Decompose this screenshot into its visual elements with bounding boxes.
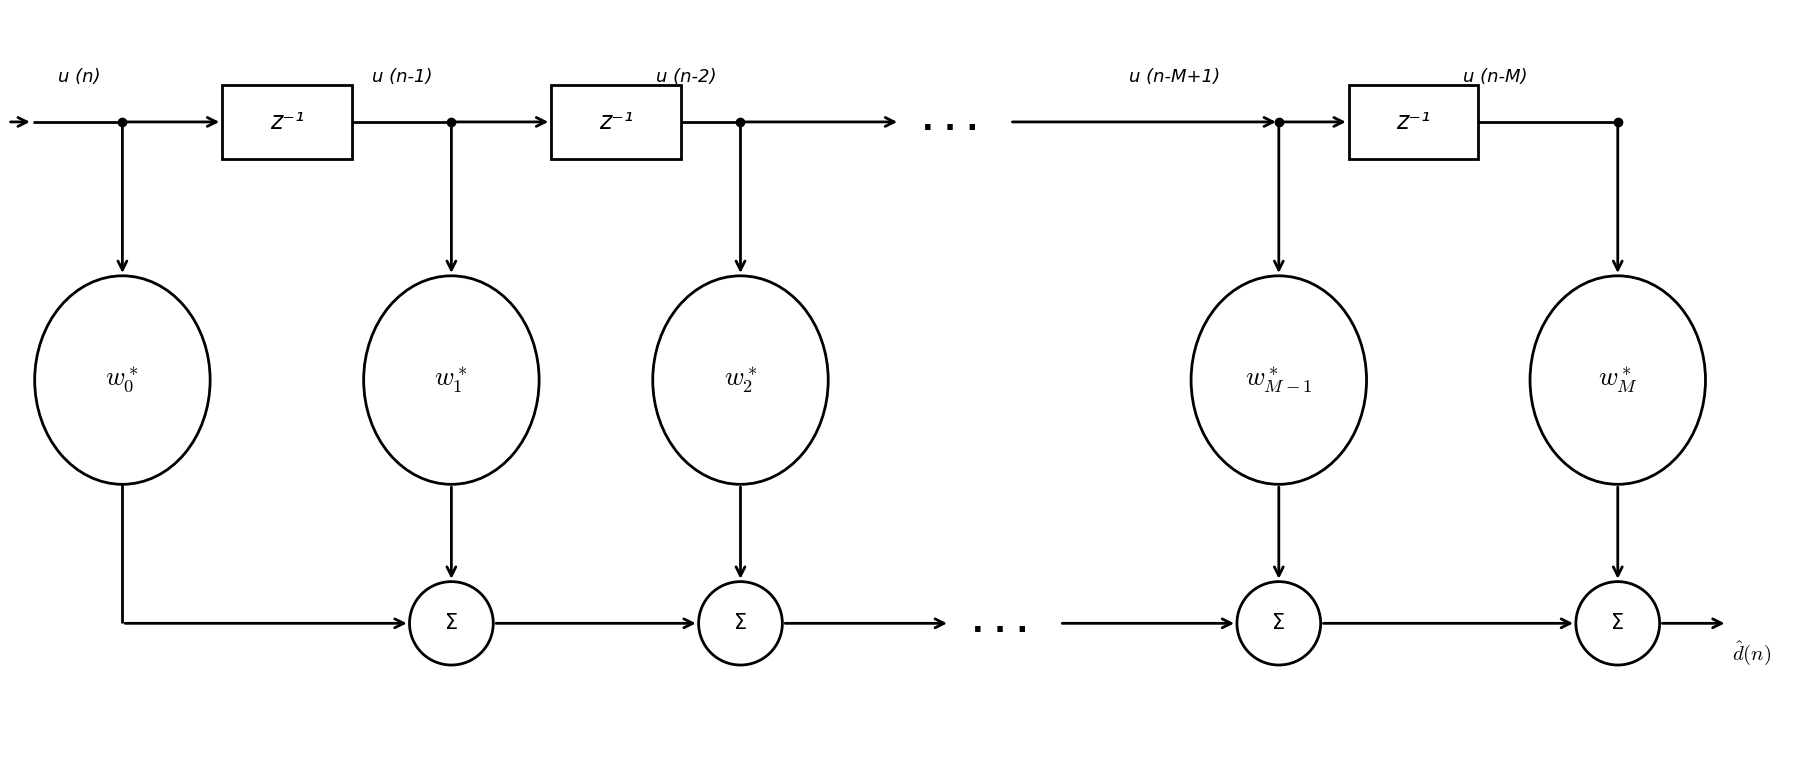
Ellipse shape (1529, 276, 1705, 484)
Text: u (n): u (n) (57, 68, 100, 87)
Bar (550, 85, 681, 159)
Text: $w_0^*$: $w_0^*$ (106, 366, 140, 395)
Text: $\hat{d}(n)$: $\hat{d}(n)$ (1732, 639, 1771, 667)
Text: z⁻¹: z⁻¹ (269, 110, 305, 134)
Text: u (n-M): u (n-M) (1463, 68, 1528, 87)
Bar (1348, 85, 1477, 159)
Text: z⁻¹: z⁻¹ (599, 110, 633, 134)
Text: Σ: Σ (445, 613, 457, 633)
Ellipse shape (34, 276, 210, 484)
Ellipse shape (653, 276, 828, 484)
Text: u (n-M+1): u (n-M+1) (1130, 68, 1221, 87)
Circle shape (699, 582, 782, 665)
Text: u (n-2): u (n-2) (656, 68, 715, 87)
Text: Σ: Σ (1273, 613, 1286, 633)
Ellipse shape (364, 276, 540, 484)
Text: u (n-1): u (n-1) (371, 68, 432, 87)
Text: . . .: . . . (922, 108, 977, 136)
Bar (222, 85, 351, 159)
Text: Σ: Σ (1612, 613, 1624, 633)
Text: $w_{M-1}^*$: $w_{M-1}^*$ (1244, 365, 1312, 395)
Text: $w_1^*$: $w_1^*$ (434, 365, 468, 395)
Circle shape (1576, 582, 1660, 665)
Text: z⁻¹: z⁻¹ (1397, 110, 1431, 134)
Text: Σ: Σ (733, 613, 748, 633)
Circle shape (1237, 582, 1321, 665)
Circle shape (409, 582, 493, 665)
Ellipse shape (1191, 276, 1366, 484)
Text: . . .: . . . (972, 609, 1027, 638)
Text: $w_M^*$: $w_M^*$ (1598, 365, 1637, 395)
Text: $w_2^*$: $w_2^*$ (724, 365, 757, 395)
